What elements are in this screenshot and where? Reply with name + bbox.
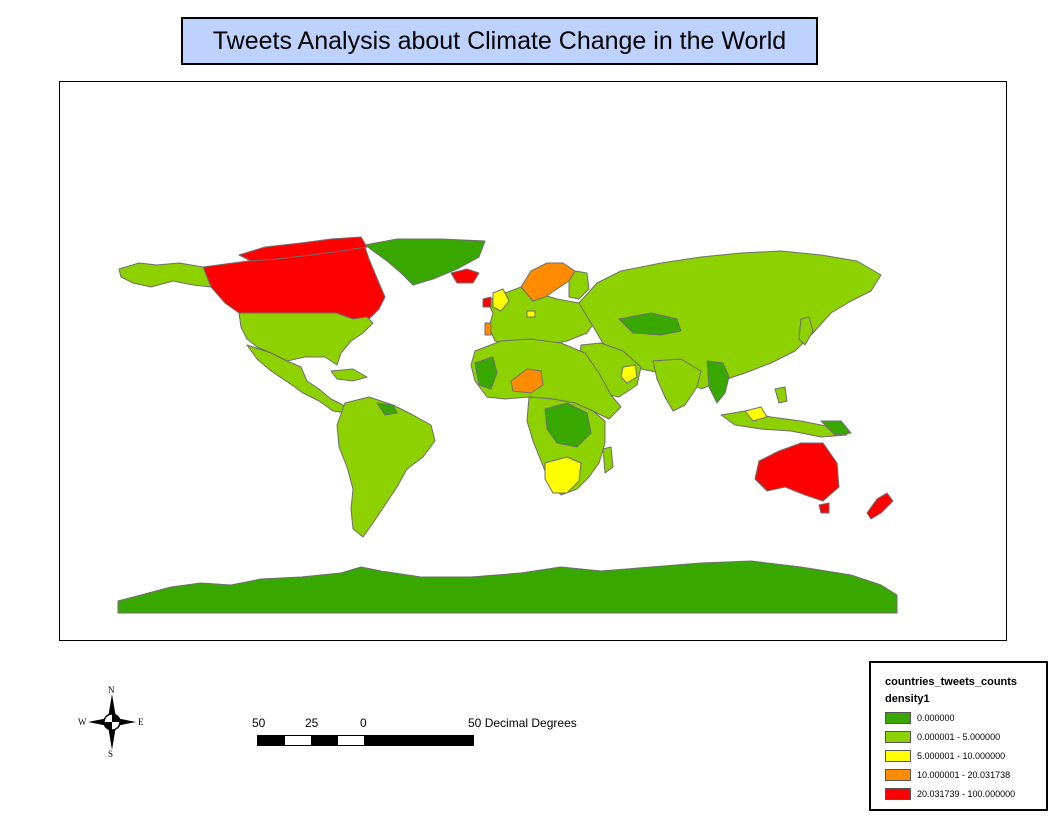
compass-north-label: N [108, 686, 115, 695]
legend-label: 5.000001 - 10.000000 [917, 751, 1006, 761]
legend-swatch [885, 769, 911, 781]
legend-item: 20.031739 - 100.000000 [885, 787, 1015, 801]
region-congo[interactable] [544, 402, 592, 448]
legend-label: 20.031739 - 100.000000 [917, 789, 1016, 799]
scale-label-0: 0 [360, 716, 367, 730]
world-map[interactable] [60, 82, 1008, 642]
region-madagascar[interactable] [602, 446, 614, 474]
legend-item: 0.000001 - 5.000000 [885, 730, 1000, 744]
region-tasmania[interactable] [818, 502, 830, 514]
region-antarctica[interactable] [117, 560, 898, 614]
legend-swatch [885, 750, 911, 762]
scale-bar: 50 25 0 50 Decimal Degrees [240, 716, 620, 752]
legend-label: 0.000001 - 5.000000 [917, 732, 1001, 742]
scale-units: Decimal Degrees [484, 716, 577, 730]
map-title-box: Tweets Analysis about Climate Change in … [181, 17, 818, 65]
legend-label: 0.000000 [917, 713, 955, 723]
region-alaska[interactable] [118, 262, 212, 288]
legend-swatch [885, 788, 911, 800]
region-central-asia[interactable] [618, 312, 682, 336]
scale-segment [285, 736, 311, 745]
compass-south-label: S [108, 749, 113, 758]
region-north-africa[interactable] [470, 338, 622, 420]
region-ireland[interactable] [482, 296, 492, 308]
scale-label-25: 25 [305, 716, 319, 730]
legend-item: 0.000000 [885, 711, 955, 725]
region-west-africa[interactable] [474, 356, 498, 390]
region-guyana[interactable] [376, 402, 398, 416]
region-switzerland[interactable] [526, 310, 536, 318]
region-papua[interactable] [820, 420, 852, 436]
legend-field-name: density1 [885, 693, 930, 705]
scale-segment [338, 736, 364, 745]
legend-swatch [885, 731, 911, 743]
region-usa[interactable] [238, 312, 374, 366]
region-caribbean[interactable] [330, 368, 368, 382]
region-scandinavia[interactable] [520, 262, 576, 302]
scale-segment [258, 736, 285, 745]
legend-label: 10.000001 - 20.031738 [917, 770, 1011, 780]
region-niger[interactable] [510, 368, 544, 394]
legend: countries_tweets_counts density1 0.00000… [869, 661, 1048, 811]
region-uk[interactable] [492, 288, 510, 312]
legend-item: 10.000001 - 20.031738 [885, 768, 1010, 782]
north-arrow: N S W E [74, 685, 150, 759]
map-title: Tweets Analysis about Climate Change in … [212, 26, 787, 55]
region-philippines[interactable] [774, 386, 788, 404]
legend-swatch [885, 712, 911, 724]
region-greenland[interactable] [364, 238, 486, 286]
region-finland[interactable] [568, 270, 590, 300]
compass-icon: N S W E [78, 685, 144, 759]
region-south-africa[interactable] [544, 456, 582, 494]
region-iceland[interactable] [450, 268, 480, 284]
region-portugal[interactable] [484, 322, 492, 336]
region-new-zealand[interactable] [866, 492, 894, 520]
region-uae-oman[interactable] [620, 364, 638, 384]
region-malaysia[interactable] [744, 406, 768, 422]
scale-segment [311, 736, 338, 745]
region-japan[interactable] [798, 316, 814, 346]
scale-bar-segments [257, 735, 474, 746]
map-frame[interactable] [59, 81, 1007, 641]
compass-east-label: E [138, 717, 144, 727]
scale-label-50-right: 50 Decimal Degrees [468, 716, 577, 730]
region-india[interactable] [652, 358, 702, 412]
scale-label-50-left: 50 [252, 716, 266, 730]
region-south-america[interactable] [336, 396, 436, 538]
compass-west-label: W [78, 717, 87, 727]
scale-segment [364, 736, 473, 745]
legend-item: 5.000001 - 10.000000 [885, 749, 1005, 763]
legend-layer-name: countries_tweets_counts [885, 676, 1018, 688]
region-australia[interactable] [754, 442, 840, 502]
region-southeast-asia[interactable] [706, 360, 730, 404]
region-russia-asia[interactable] [578, 250, 882, 390]
